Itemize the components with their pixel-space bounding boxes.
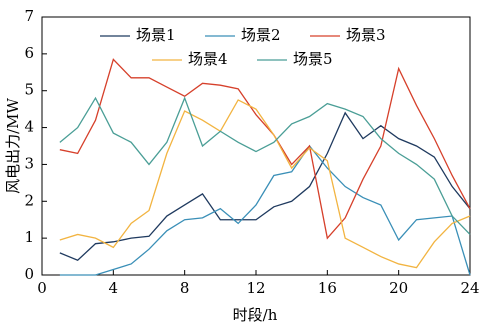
x-tick-label: 0 <box>37 279 47 297</box>
x-tick-label: 4 <box>109 279 119 297</box>
series-line <box>59 99 471 269</box>
x-axis-label: 时段/h <box>233 306 278 324</box>
legend-label: 场景4 <box>188 50 228 68</box>
y-tick-label: 3 <box>24 154 34 172</box>
y-tick-label: 1 <box>24 228 34 246</box>
plot-frame <box>41 16 471 276</box>
x-tick-label: 24 <box>460 279 479 297</box>
series-line <box>59 144 471 276</box>
x-tick-label: 12 <box>246 279 265 297</box>
y-tick-label: 2 <box>24 191 34 209</box>
y-tick-label: 6 <box>24 44 34 62</box>
series-line <box>59 111 471 262</box>
y-axis-label: 风电出力/MW <box>4 98 22 194</box>
x-tick-label: 16 <box>318 279 337 297</box>
x-tick-label: 8 <box>180 279 190 297</box>
y-tick-label: 4 <box>24 118 34 136</box>
legend-label: 场景3 <box>346 26 386 44</box>
x-tick-label: 20 <box>389 279 408 297</box>
legend-label: 场景2 <box>241 26 281 44</box>
legend-label: 场景1 <box>136 26 176 44</box>
y-tick-label: 0 <box>24 265 34 283</box>
series-line <box>59 58 471 240</box>
series-line <box>59 96 471 235</box>
legend-label: 场景5 <box>293 50 333 68</box>
y-tick-label: 7 <box>24 7 34 25</box>
y-tick-label: 5 <box>24 81 34 99</box>
